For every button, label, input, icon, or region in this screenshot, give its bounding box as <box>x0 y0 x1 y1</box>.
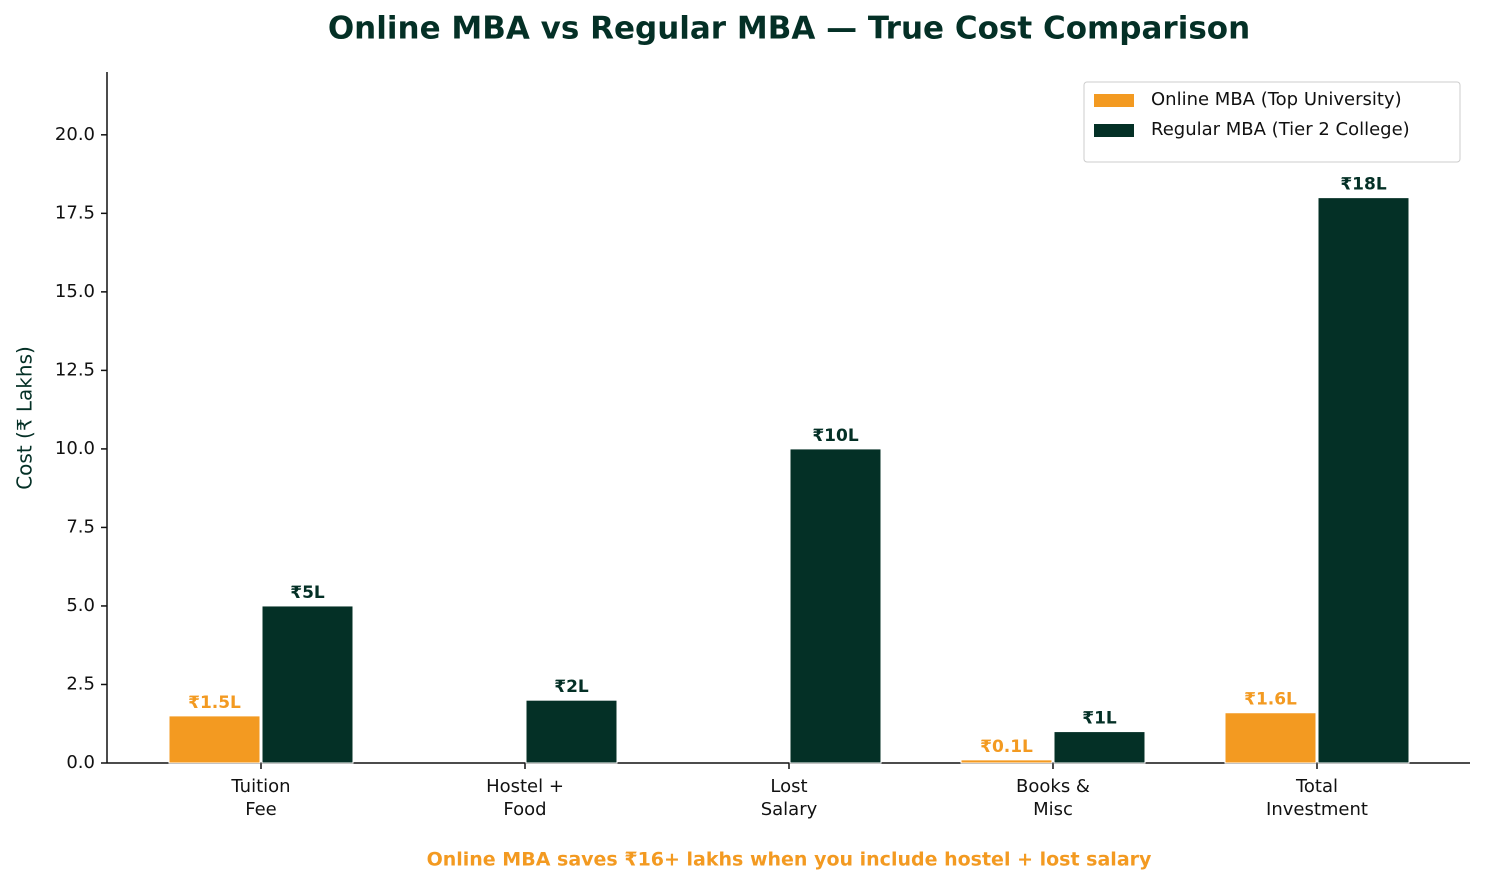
y-tick-label: 2.5 <box>66 673 95 694</box>
y-tick-label: 12.5 <box>55 359 95 380</box>
bar <box>789 448 882 764</box>
value-label: ₹1.5L <box>188 693 241 713</box>
value-label: ₹18L <box>1340 175 1386 195</box>
y-tick-label: 7.5 <box>66 516 95 537</box>
value-label: ₹10L <box>812 426 858 446</box>
x-tick-label: Investment <box>1266 799 1368 820</box>
annotation: Online MBA saves ₹16+ lakhs when you inc… <box>427 849 1152 871</box>
x-tick-label: Total <box>1295 776 1338 797</box>
value-label: ₹1.6L <box>1244 690 1297 710</box>
x-tick-label: Tuition <box>230 776 290 797</box>
legend-swatch <box>1094 94 1134 107</box>
legend-label: Regular MBA (Tier 2 College) <box>1151 119 1410 140</box>
x-tick-label: Misc <box>1033 799 1073 820</box>
legend-box <box>1083 81 1461 163</box>
y-tick-label: 15.0 <box>55 281 95 302</box>
legend-label: Online MBA (Top University) <box>1151 89 1402 110</box>
y-tick-label: 0.0 <box>66 752 95 773</box>
x-tick-label: Books & <box>1016 776 1090 797</box>
y-tick-label: 5.0 <box>66 595 95 616</box>
legend-swatch <box>1094 124 1134 137</box>
y-tick-label: 10.0 <box>55 438 95 459</box>
value-label: ₹5L <box>290 583 325 603</box>
bar <box>525 699 618 764</box>
y-axis-label: Cost (₹ Lakhs) <box>13 346 37 490</box>
y-tick-label: 20.0 <box>55 124 95 145</box>
value-label: ₹1L <box>1082 709 1117 729</box>
x-tick-label: Fee <box>245 799 277 820</box>
bar <box>261 605 354 764</box>
x-tick-label: Salary <box>761 799 818 820</box>
bar <box>1317 197 1410 764</box>
y-tick-label: 17.5 <box>55 202 95 223</box>
x-tick-label: Lost <box>770 776 807 797</box>
bar <box>1224 712 1317 764</box>
bar <box>168 715 261 764</box>
chart-title: Online MBA vs Regular MBA — True Cost Co… <box>328 11 1250 47</box>
x-tick-label: Hostel + <box>486 776 564 797</box>
bar <box>960 759 1053 764</box>
bar <box>1053 731 1146 764</box>
x-tick-label: Food <box>503 799 546 820</box>
value-label: ₹2L <box>554 677 589 697</box>
value-label: ₹0.1L <box>980 737 1033 757</box>
